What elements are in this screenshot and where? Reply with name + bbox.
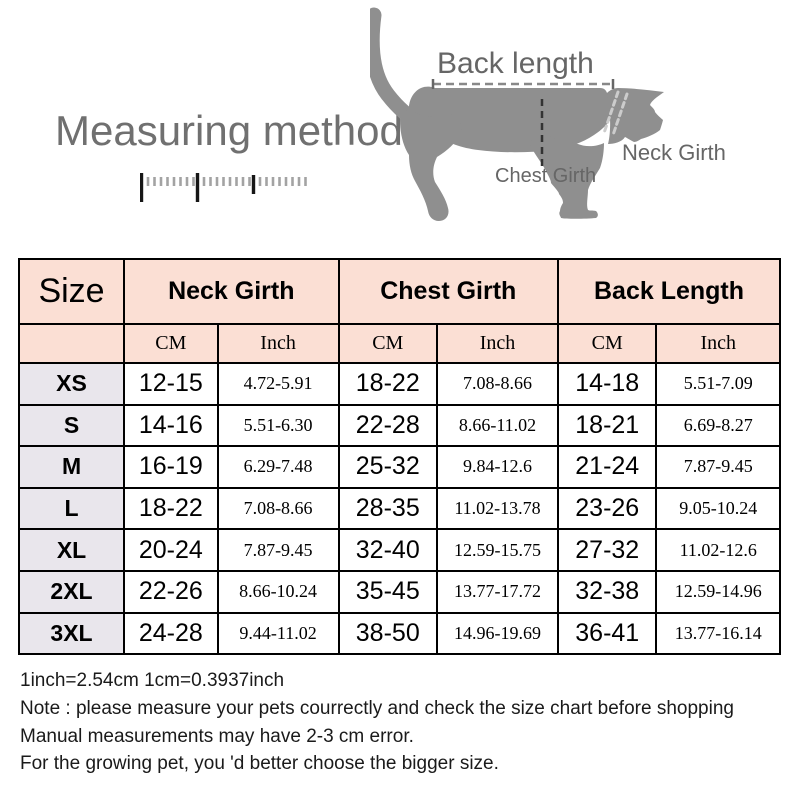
svg-text:Neck Girth: Neck Girth xyxy=(622,140,726,165)
svg-text:Chest Girth: Chest Girth xyxy=(495,165,596,187)
svg-text:Back length: Back length xyxy=(437,47,594,80)
